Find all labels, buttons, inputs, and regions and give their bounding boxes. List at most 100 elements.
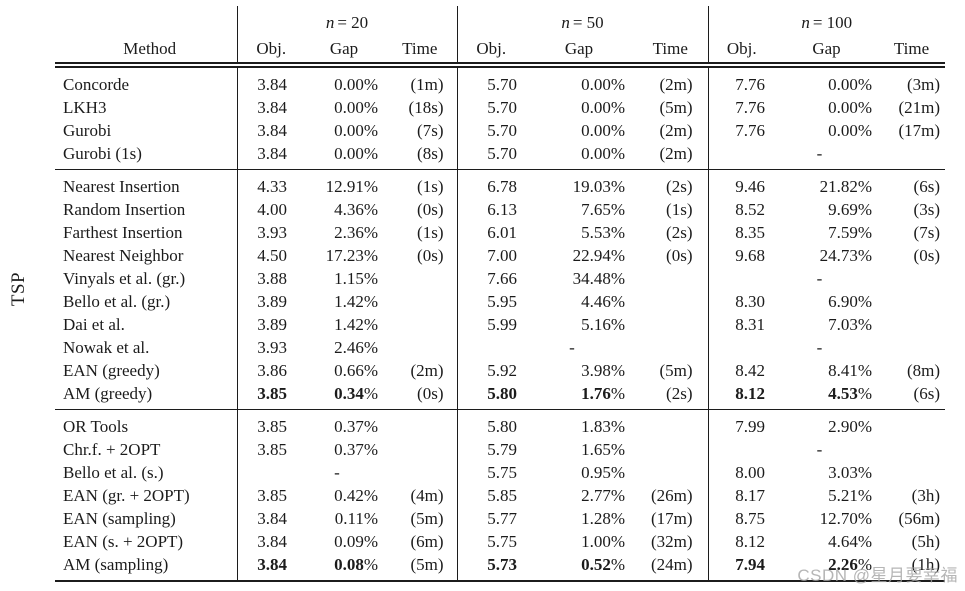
method-cell: Concorde	[63, 75, 130, 94]
value-cell: 5.16%	[581, 315, 625, 334]
value-cell	[633, 461, 708, 484]
value-cell: 9.46	[707, 169, 775, 198]
tsp-side-label: TSP	[8, 271, 30, 307]
value-cell: 8.17	[707, 484, 775, 507]
value-cell: 9.69%	[828, 200, 872, 219]
value-cell: 5.70	[456, 96, 525, 119]
math-n: n	[801, 13, 810, 32]
value-cell: 4.00	[236, 198, 305, 221]
method-cell: EAN (s. + 2OPT)	[63, 532, 184, 551]
value-cell: (5m)	[410, 509, 444, 528]
value-cell: 0.00%	[334, 144, 378, 163]
value-cell: (5h)	[911, 532, 940, 551]
value-cell	[383, 438, 457, 461]
value-cell: 7.76	[707, 119, 775, 142]
value-cell	[633, 438, 708, 461]
value-cell: (0s)	[913, 246, 940, 265]
value-cell	[383, 267, 457, 290]
table-row: OR Tools 3.85 0.37% 5.80 1.83% 7.99 2.90%	[55, 409, 945, 439]
value-cell	[633, 267, 708, 290]
group-eq: = 20	[337, 13, 369, 32]
value-cell: 1.28%	[581, 509, 625, 528]
value-cell: 0.00%	[581, 121, 625, 140]
method-cell: Gurobi	[63, 121, 112, 140]
value-cell: 5.80	[456, 409, 525, 438]
value-cell: 0.00%	[828, 75, 872, 94]
value-cell: 0.00%	[581, 98, 625, 117]
table-row: AM (sampling) 3.84 0.08% (5m) 5.73 0.52% (24m)…	[55, 553, 945, 581]
table-header: n = 20 n = 50 n = 100 Method Obj. Gap Time …	[55, 6, 945, 65]
value-cell: 0.00%	[581, 144, 625, 163]
math-n: n	[325, 13, 335, 32]
value-cell: 3.84	[236, 65, 305, 96]
value-cell: (2s)	[666, 223, 693, 242]
value-cell: 17.23%	[325, 246, 378, 265]
value-cell: 3.89	[236, 290, 305, 313]
table-row: EAN (greedy) 3.86 0.66% (2m) 5.92 3.98% (5m) 8.…	[55, 359, 945, 382]
group-eq: = 100	[812, 13, 853, 32]
table-block: Concorde 3.84 0.00% (1m) 5.70 0.00% (2m) 7.76 0.…	[55, 65, 945, 170]
table-row: EAN (s. + 2OPT) 3.84 0.09% (6m) 5.75 1.00% (32…	[55, 530, 945, 553]
value-cell: (3h)	[911, 486, 940, 505]
value-cell: 5.21%	[828, 486, 872, 505]
value-cell: 7.03%	[828, 315, 872, 334]
value-cell	[707, 438, 775, 461]
value-cell: -	[816, 269, 823, 288]
value-cell: (2s)	[666, 384, 693, 403]
value-cell: 7.66	[456, 267, 525, 290]
value-cell: 5.85	[456, 484, 525, 507]
value-cell: (17m)	[650, 509, 693, 528]
value-cell: (6m)	[410, 532, 444, 551]
value-cell: 1.42%	[334, 315, 378, 334]
value-cell	[236, 461, 305, 484]
value-cell	[878, 336, 945, 359]
value-cell: 8.30	[707, 290, 775, 313]
value-cell	[633, 336, 708, 359]
value-cell: (3s)	[913, 200, 940, 219]
method-cell: EAN (greedy)	[63, 361, 160, 380]
method-cell: Gurobi (1s)	[63, 144, 142, 163]
value-cell: 0.66%	[334, 361, 378, 380]
value-cell	[707, 336, 775, 359]
value-cell	[456, 336, 525, 359]
method-cell: OR Tools	[63, 417, 129, 436]
method-cell: Farthest Insertion	[63, 223, 183, 242]
col-header-gap: Gap	[329, 38, 359, 58]
value-cell	[707, 267, 775, 290]
value-cell: 3.86	[236, 359, 305, 382]
col-header-time: Time	[893, 38, 930, 58]
value-cell: (0s)	[417, 384, 444, 403]
method-cell: Nearest Neighbor	[63, 246, 184, 265]
value-cell: 0.37%	[334, 417, 378, 436]
table-row: Bello et al. (s.) - 5.75 0.95% 8.00 3.03%	[55, 461, 945, 484]
value-cell: 12.91%	[325, 177, 378, 196]
col-header-obj: Obj.	[456, 34, 525, 65]
method-cell: AM (greedy)	[63, 384, 153, 403]
value-cell: 1.00%	[581, 532, 625, 551]
method-cell: Dai et al.	[63, 315, 125, 334]
value-cell: 5.92	[456, 359, 525, 382]
value-cell: 7.59%	[828, 223, 872, 242]
value-cell: (0s)	[666, 246, 693, 265]
col-header-gap: Gap	[812, 38, 841, 58]
value-cell: 3.84	[236, 530, 305, 553]
header-spacer	[55, 6, 237, 34]
value-cell: 2.46%	[334, 338, 378, 357]
value-cell: 5.99	[456, 313, 525, 336]
value-cell: -	[816, 338, 823, 357]
value-cell: -	[569, 338, 575, 357]
value-cell: 7.94	[707, 553, 775, 581]
value-cell	[878, 313, 945, 336]
value-cell	[633, 410, 708, 439]
value-cell: 9.68	[707, 244, 775, 267]
value-cell: 0.95%	[581, 463, 625, 482]
header-group-n50: n = 50	[456, 6, 708, 34]
table-block: Nearest Insertion 4.33 12.91% (1s) 6.78 19.03…	[55, 169, 945, 410]
value-cell: 19.03%	[572, 177, 625, 196]
value-cell: 2.36%	[334, 223, 378, 242]
header-group-row: n = 20 n = 50 n = 100	[55, 6, 945, 34]
value-cell: 3.03%	[828, 463, 872, 482]
col-header-obj: Obj.	[236, 34, 305, 65]
value-cell: 5.77	[456, 507, 525, 530]
value-cell: 5.79	[456, 438, 525, 461]
